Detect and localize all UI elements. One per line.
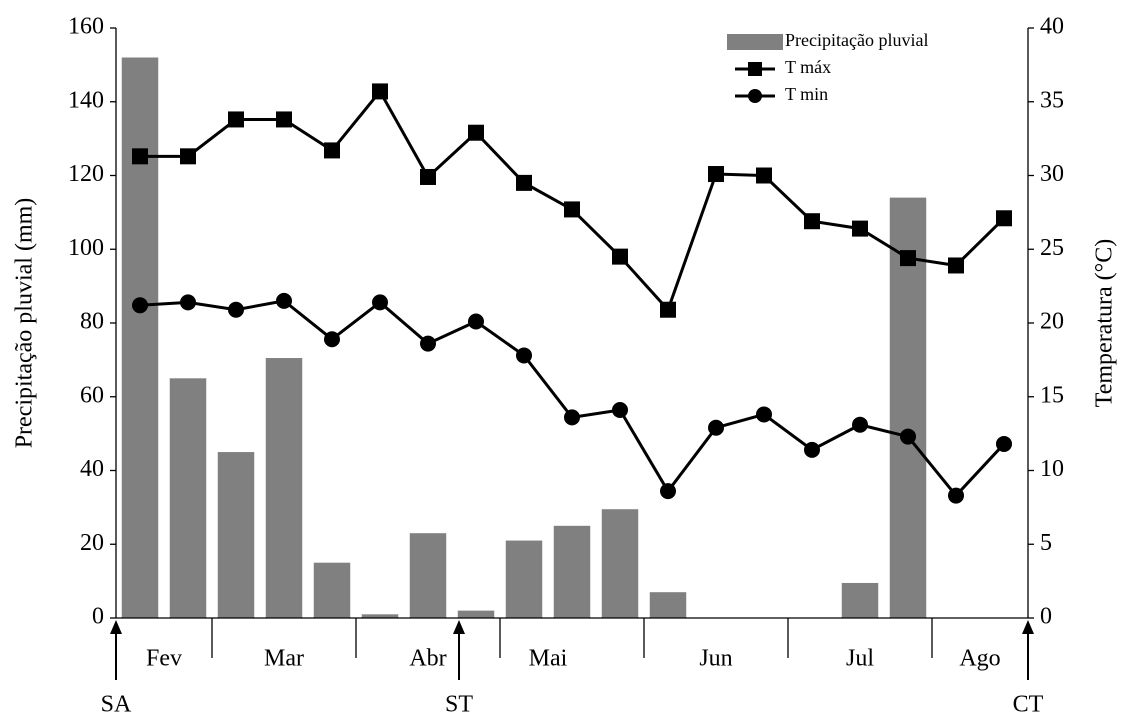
y-tick-label: 20	[80, 530, 104, 556]
event-label: CT	[1013, 692, 1044, 718]
line-marker	[948, 487, 964, 504]
line-marker	[756, 406, 772, 423]
line-marker	[852, 416, 868, 433]
line-marker	[900, 250, 916, 267]
line-marker	[372, 83, 388, 100]
legend-label: T máx	[785, 57, 831, 77]
bar	[313, 562, 351, 618]
line-marker	[708, 166, 724, 183]
y-tick-label: 60	[80, 382, 104, 408]
line-marker	[324, 142, 340, 159]
month-label: Ago	[959, 646, 1000, 672]
event-label: SA	[101, 692, 132, 718]
line	[140, 88, 1006, 313]
line-marker	[996, 210, 1012, 227]
line-marker	[228, 111, 244, 128]
line-marker	[564, 201, 580, 218]
legend-marker	[748, 89, 762, 103]
y2-tick-label: 15	[1040, 382, 1064, 408]
line-marker	[612, 402, 628, 419]
legend-swatch	[727, 34, 783, 50]
y2-tick-label: 10	[1040, 456, 1064, 482]
bar	[361, 614, 399, 618]
y-tick-label: 140	[68, 87, 104, 113]
month-label: Abr	[409, 646, 446, 672]
line-marker	[564, 409, 580, 426]
line-marker	[660, 301, 676, 318]
line-marker	[132, 148, 148, 165]
y-tick-label: 120	[68, 161, 104, 187]
y-axis-label: Precipitação pluvial (mm)	[12, 198, 38, 449]
y-tick-label: 40	[80, 456, 104, 482]
bar	[169, 378, 207, 618]
line-marker	[276, 292, 292, 309]
line-marker	[612, 248, 628, 265]
bar	[217, 452, 255, 618]
line-marker	[420, 335, 436, 352]
y-tick-label: 80	[80, 309, 104, 335]
line-marker	[468, 124, 484, 141]
bar	[409, 533, 447, 618]
event-label: ST	[445, 692, 473, 718]
line-marker	[660, 483, 676, 500]
line-marker	[324, 331, 340, 348]
line-marker	[852, 220, 868, 237]
legend-label: T min	[785, 84, 828, 104]
line-marker	[756, 167, 772, 184]
line-marker	[804, 213, 820, 230]
line-marker	[180, 148, 196, 165]
y2-tick-label: 35	[1040, 87, 1064, 113]
y2-tick-label: 0	[1040, 604, 1052, 630]
line-marker	[228, 301, 244, 318]
line-marker	[804, 441, 820, 458]
line-marker	[132, 297, 148, 314]
bar	[121, 57, 159, 618]
line-marker	[180, 294, 196, 311]
line-marker	[468, 313, 484, 330]
month-label: Mar	[264, 646, 304, 672]
line-marker	[948, 257, 964, 274]
y2-tick-label: 25	[1040, 235, 1064, 261]
line-marker	[900, 428, 916, 445]
month-label: Fev	[146, 646, 182, 672]
y2-tick-label: 20	[1040, 309, 1064, 335]
y-tick-label: 160	[68, 14, 104, 40]
legend-label: Precipitação pluvial	[785, 30, 928, 50]
event-arrowhead	[110, 620, 122, 634]
line-marker	[516, 174, 532, 191]
bar	[601, 509, 639, 618]
line-marker	[708, 419, 724, 436]
month-label: Mai	[529, 646, 568, 672]
bar	[505, 540, 543, 618]
event-arrowhead	[1022, 620, 1034, 634]
line-marker	[420, 168, 436, 185]
bar	[265, 358, 303, 618]
y2-tick-label: 40	[1040, 14, 1064, 40]
y2-tick-label: 30	[1040, 161, 1064, 187]
event-arrowhead	[453, 620, 465, 634]
legend-marker	[748, 62, 762, 76]
y2-axis-label: Temperatura (°C)	[1092, 239, 1118, 408]
line-marker	[516, 347, 532, 364]
bar	[553, 525, 591, 618]
month-label: Jun	[699, 646, 732, 672]
line-marker	[996, 435, 1012, 452]
month-label: Jul	[846, 646, 874, 672]
bar	[457, 610, 495, 618]
line-marker	[276, 111, 292, 128]
bar	[889, 197, 927, 618]
y-tick-label: 0	[92, 604, 104, 630]
bar	[841, 582, 879, 618]
line-marker	[372, 294, 388, 311]
y-tick-label: 100	[68, 235, 104, 261]
bar	[649, 592, 687, 618]
y2-tick-label: 5	[1040, 530, 1052, 556]
